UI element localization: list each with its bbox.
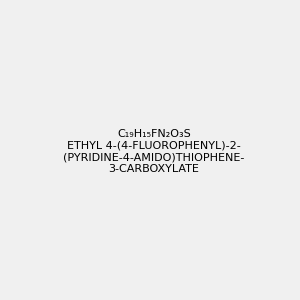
Text: C₁₉H₁₅FN₂O₃S
ETHYL 4-(4-FLUOROPHENYL)-2-
(PYRIDINE-4-AMIDO)THIOPHENE-
3-CARBOXYL: C₁₉H₁₅FN₂O₃S ETHYL 4-(4-FLUOROPHENYL)-2-… — [63, 129, 244, 174]
